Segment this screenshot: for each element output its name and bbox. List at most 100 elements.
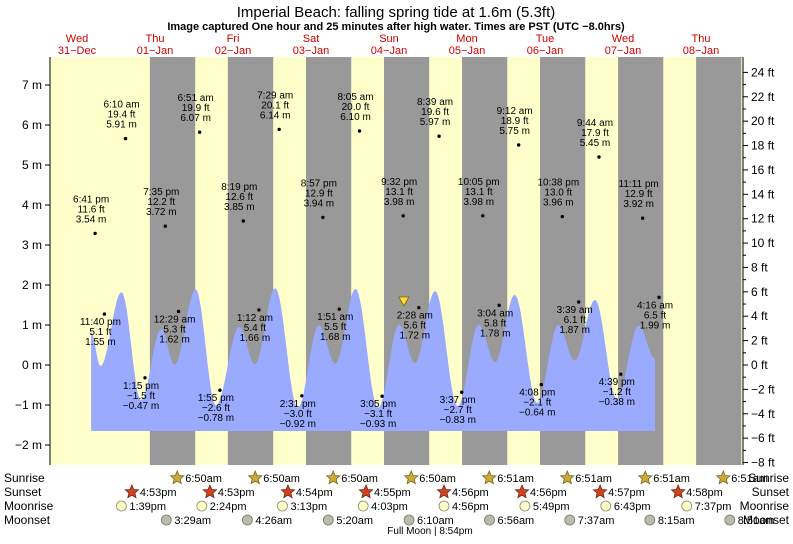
day-name: Fri: [227, 33, 240, 45]
moonrise-icon: [196, 500, 208, 512]
left-tick-label: −2 m: [15, 438, 42, 452]
extreme-dot: [123, 136, 128, 141]
extreme-time: 3:04 am: [477, 308, 513, 319]
extreme-feet: 5.8 ft: [484, 318, 506, 329]
day-date: 01−Jan: [137, 45, 173, 57]
day-date: 06−Jan: [527, 45, 563, 57]
extreme-time: 1:12 am: [237, 313, 273, 324]
right-tick-label: 10 ft: [751, 236, 775, 250]
moonrise-icon: [438, 500, 450, 512]
extreme-metres: 3.54 m: [76, 214, 107, 225]
sunset-icon: [592, 483, 608, 499]
sunrise-icon: [169, 469, 185, 485]
right-tick-label: −8 ft: [751, 456, 775, 470]
extreme-dot: [93, 231, 97, 236]
moonrise-icon: [277, 500, 288, 512]
right-tick-label: 2 ft: [751, 334, 768, 348]
right-tick-label: 4 ft: [751, 309, 768, 323]
extreme-feet: 5.6 ft: [404, 321, 426, 332]
day-date: 05−Jan: [449, 45, 485, 57]
sunset-icon: [514, 483, 530, 499]
day-name: Thu: [146, 33, 165, 45]
left-tick-label: 5 m: [22, 158, 42, 172]
right-tick-label: 0 ft: [751, 358, 768, 372]
extreme-feet: 5.5 ft: [324, 322, 346, 333]
extreme-dot: [460, 390, 464, 394]
extreme-feet: 12.9 ft: [625, 189, 653, 200]
extreme-feet: 20.0 ft: [342, 102, 370, 113]
sunset-time: 4:54pm: [296, 487, 333, 499]
extreme-time: 12:29 am: [154, 314, 196, 325]
extreme-feet: 12.6 ft: [225, 192, 253, 203]
extreme-feet: −1.5 ft: [127, 391, 155, 402]
extreme-metres: −0.93 m: [360, 419, 396, 430]
current-tide-marker: [398, 296, 410, 307]
right-tick-label: −6 ft: [751, 431, 775, 445]
extreme-time: 6:10 am: [103, 100, 139, 111]
extreme-time: 4:08 pm: [519, 388, 555, 399]
moonset-label-left: Moonset: [4, 513, 51, 527]
sunset-icon: [358, 483, 374, 499]
extreme-dot: [337, 307, 341, 311]
moonrise-time: 7:37pm: [695, 501, 732, 513]
extreme-feet: −3.1 ft: [364, 409, 392, 420]
moonset-icon: [160, 514, 172, 526]
extreme-feet: 6.1 ft: [564, 315, 586, 326]
day-name: Sat: [303, 33, 320, 45]
sunset-icon: [280, 483, 296, 499]
extreme-feet: 13.1 ft: [385, 187, 413, 198]
moonset-time: 6:10am: [417, 515, 454, 527]
extreme-time: 2:28 am: [397, 311, 433, 322]
extreme-feet: 6.5 ft: [644, 310, 666, 321]
extreme-feet: 12.2 ft: [147, 197, 175, 208]
sun-moon-table: Sunrise Sunrise 6:50am 6:50am 6:50am 6:50am 6:…: [4, 469, 790, 537]
extreme-metres: 5.45 m: [580, 138, 611, 149]
extreme-time: 8:19 pm: [221, 182, 257, 193]
sunrise-time: 6:50am: [341, 473, 378, 485]
extreme-dot: [300, 394, 304, 398]
moonrise-icon: [115, 500, 127, 512]
moonset-icon: [564, 514, 576, 526]
extreme-metres: 3.72 m: [146, 207, 177, 218]
extreme-dot: [437, 134, 441, 138]
extreme-metres: 1.87 m: [559, 325, 590, 336]
extreme-dot: [481, 214, 485, 218]
extreme-metres: 6.07 m: [180, 113, 211, 124]
day-date: 03−Jan: [293, 45, 329, 57]
day-name: Mon: [456, 33, 477, 45]
extreme-metres: 1.62 m: [159, 334, 190, 345]
extreme-feet: 5.3 ft: [163, 324, 185, 335]
sunset-icon: [202, 483, 218, 499]
extreme-time: 4:39 pm: [599, 377, 635, 388]
night-band: [696, 57, 742, 465]
chart-subtitle: Image captured One hour and 25 minutes a…: [167, 21, 625, 33]
extreme-dot: [163, 224, 167, 228]
extreme-feet: −1.2 ft: [603, 387, 631, 398]
sunrise-icon: [637, 469, 653, 485]
extreme-feet: 17.9 ft: [581, 128, 609, 139]
moonrise-icon: [681, 500, 693, 512]
moonrise-label-left: Moonrise: [4, 499, 54, 513]
sunrise-icon: [325, 469, 341, 485]
left-tick-label: 7 m: [22, 78, 42, 92]
sunrise-label-left: Sunrise: [4, 471, 45, 485]
extreme-metres: −0.83 m: [439, 415, 475, 426]
day-date: 08−Jan: [683, 45, 719, 57]
moonset-time: 5:20am: [336, 515, 373, 527]
day-name: Thu: [692, 33, 711, 45]
moonrise-label-right: Moonrise: [740, 499, 790, 513]
extreme-metres: 1.72 m: [400, 331, 431, 342]
extreme-dot: [497, 303, 501, 308]
day-name: Wed: [612, 33, 634, 45]
sunset-icon: [670, 483, 686, 499]
moonrise-time: 1:39pm: [129, 501, 166, 513]
extreme-dot: [321, 215, 325, 220]
sunrise-time: 6:51am: [497, 473, 534, 485]
sunset-time: 4:58pm: [686, 487, 723, 499]
moonset-time: 7:37am: [578, 515, 615, 527]
moonrise-time: 4:03pm: [371, 501, 408, 513]
chart-title: Imperial Beach: falling spring tide at 1…: [237, 4, 556, 21]
moonset-time: 8:15am: [658, 515, 695, 527]
extreme-feet: 12.9 ft: [305, 188, 333, 199]
extreme-feet: −2.7 ft: [444, 405, 472, 416]
